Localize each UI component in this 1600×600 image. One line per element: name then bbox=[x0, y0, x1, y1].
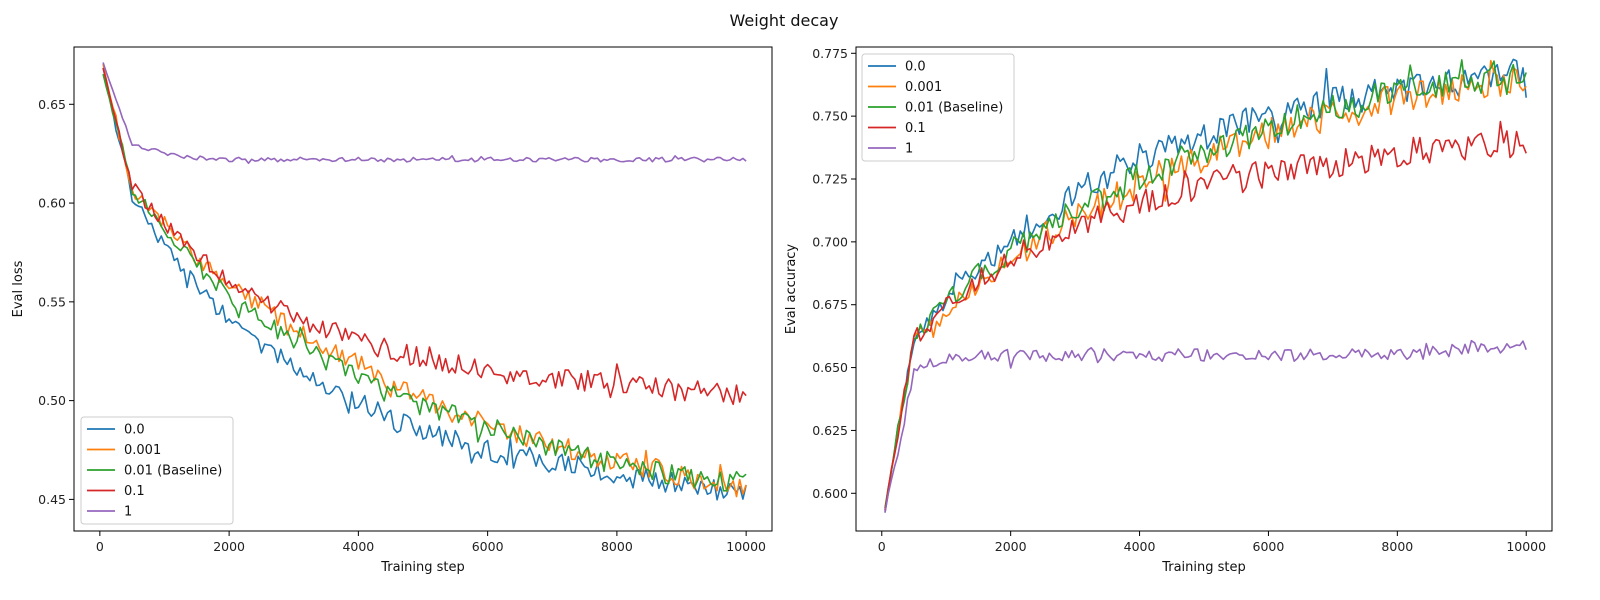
eval-loss-ticks: 0 2000 4000 6000 8000 10000 0.45 0.50 0.55 0.60 0.… bbox=[38, 97, 766, 554]
eval-accuracy-ylabel: Eval accuracy bbox=[784, 244, 799, 335]
eval-accuracy-ytick-label: 0.600 bbox=[812, 486, 848, 501]
eval-accuracy-xtick-label: 0 bbox=[878, 539, 886, 554]
eval-accuracy-series-line bbox=[884, 59, 1527, 511]
eval-accuracy-xtick-label: 2000 bbox=[995, 539, 1027, 554]
eval-loss-xtick-label: 8000 bbox=[601, 539, 633, 554]
eval-loss-ytick-label: 0.45 bbox=[38, 492, 66, 507]
eval-loss-plot-frame bbox=[73, 46, 773, 532]
figure-title: Weight decay bbox=[730, 11, 839, 30]
eval-accuracy-legend-label: 0.01 (Baseline) bbox=[905, 101, 1003, 116]
eval-accuracy-legend-label: 0.1 bbox=[905, 121, 926, 136]
eval-loss-xtick-label: 10000 bbox=[726, 539, 766, 554]
eval-loss-legend-label: 0.01 (Baseline) bbox=[124, 464, 222, 479]
eval-loss-legend-label: 0.0 bbox=[124, 423, 145, 438]
eval-loss-ytick-label: 0.55 bbox=[38, 294, 66, 309]
eval-loss-legend-label: 0.001 bbox=[124, 443, 161, 458]
eval-loss-series-line bbox=[102, 64, 747, 498]
eval-accuracy-legend-label: 1 bbox=[905, 142, 913, 157]
eval-accuracy-ytick-label: 0.650 bbox=[812, 360, 848, 375]
eval-accuracy-series-line bbox=[884, 120, 1527, 511]
eval-accuracy-xtick-label: 8000 bbox=[1381, 539, 1413, 554]
eval-loss-legend-label: 0.1 bbox=[124, 484, 145, 499]
eval-loss-chart: 0 2000 4000 6000 8000 10000 0.45 0.50 0.55 0.60 0.… bbox=[11, 46, 773, 575]
eval-accuracy-chart: 0 2000 4000 6000 8000 10000 0.600 0.625 0.650 0.6… bbox=[784, 46, 1553, 575]
eval-loss-xtick-label: 0 bbox=[96, 539, 104, 554]
eval-accuracy-ytick-label: 0.625 bbox=[812, 423, 848, 438]
eval-accuracy-ticks: 0 2000 4000 6000 8000 10000 0.600 0.625 0.650 0.6… bbox=[812, 46, 1546, 554]
eval-loss-xtick-label: 2000 bbox=[213, 539, 245, 554]
eval-loss-series-line bbox=[102, 68, 747, 501]
eval-loss-legend-box bbox=[80, 416, 234, 525]
eval-accuracy-series-line bbox=[884, 58, 1527, 513]
eval-loss-ytick-label: 0.50 bbox=[38, 393, 66, 408]
eval-loss-series-line bbox=[102, 67, 747, 406]
eval-loss-ytick-label: 0.65 bbox=[38, 97, 66, 112]
eval-loss-series-line bbox=[102, 73, 747, 492]
eval-loss-xlabel: Training step bbox=[380, 560, 465, 575]
eval-accuracy-plot-frame bbox=[855, 46, 1553, 532]
eval-accuracy-xtick-label: 4000 bbox=[1124, 539, 1156, 554]
eval-accuracy-xtick-label: 6000 bbox=[1253, 539, 1285, 554]
eval-accuracy-ytick-label: 0.750 bbox=[812, 109, 848, 124]
eval-loss-legend: 0.0 0.001 0.01 (Baseline) 0.1 1 bbox=[80, 416, 234, 525]
eval-accuracy-series-line bbox=[884, 339, 1527, 513]
eval-accuracy-ytick-label: 0.675 bbox=[812, 297, 848, 312]
eval-accuracy-ytick-label: 0.700 bbox=[812, 234, 848, 249]
eval-accuracy-ytick-label: 0.725 bbox=[812, 172, 848, 187]
eval-accuracy-legend-label: 0.0 bbox=[905, 60, 926, 75]
eval-accuracy-xlabel: Training step bbox=[1161, 560, 1246, 575]
eval-loss-lines bbox=[102, 62, 747, 501]
eval-accuracy-ytick-label: 0.775 bbox=[812, 46, 848, 61]
eval-accuracy-lines bbox=[884, 58, 1527, 513]
eval-accuracy-legend-label: 0.001 bbox=[905, 80, 942, 95]
eval-loss-ytick-label: 0.60 bbox=[38, 196, 66, 211]
eval-loss-ylabel: Eval loss bbox=[11, 260, 26, 317]
eval-loss-xtick-label: 6000 bbox=[472, 539, 504, 554]
eval-accuracy-xtick-label: 10000 bbox=[1506, 539, 1546, 554]
eval-loss-series-line bbox=[102, 62, 747, 165]
eval-loss-legend-label: 1 bbox=[124, 505, 132, 520]
eval-accuracy-legend: 0.0 0.001 0.01 (Baseline) 0.1 1 bbox=[861, 53, 1015, 162]
eval-loss-xtick-label: 4000 bbox=[342, 539, 374, 554]
eval-accuracy-legend-box bbox=[861, 53, 1015, 162]
